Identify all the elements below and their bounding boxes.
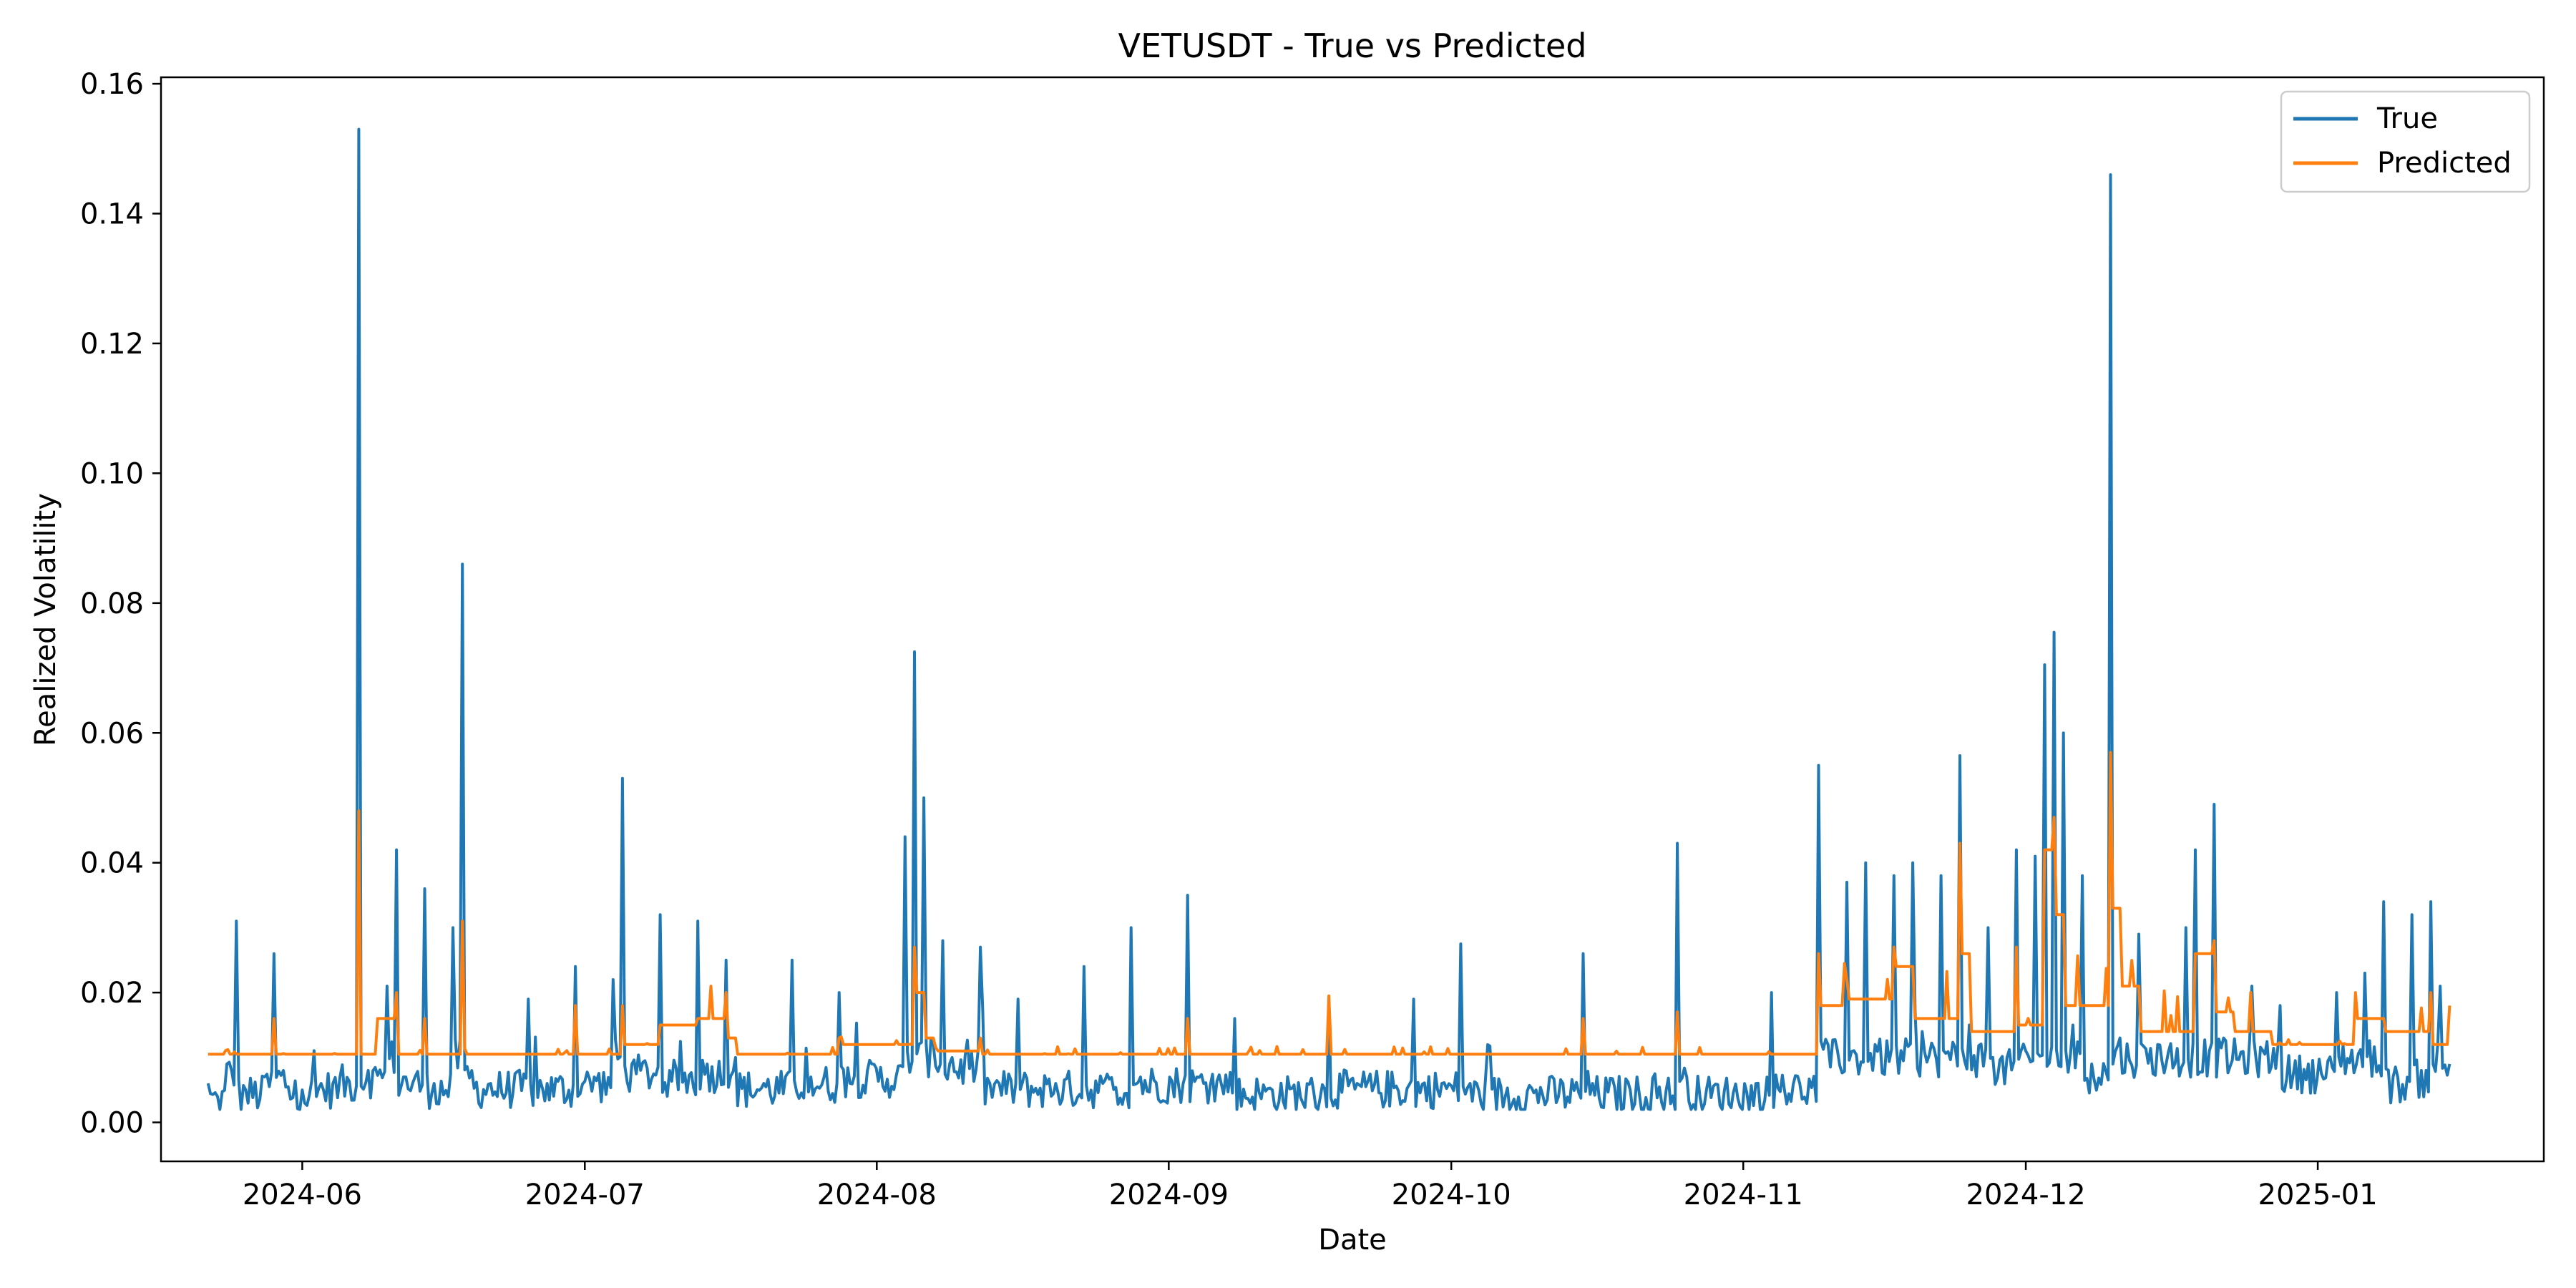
x-tick-label: 2024-10 xyxy=(1392,1179,1511,1211)
x-axis-ticks: 2024-06 2024-07 2024-08 2024-09 2024-10 2024-… xyxy=(243,1161,2378,1211)
legend-label-true: True xyxy=(2376,102,2438,135)
y-tick-label: 0.04 xyxy=(80,847,144,880)
y-tick-label: 0.10 xyxy=(80,457,144,490)
legend: True Predicted xyxy=(2280,90,2531,193)
x-tick-label: 2024-06 xyxy=(243,1179,362,1211)
chart-title: VETUSDT - True vs Predicted xyxy=(1118,26,1587,65)
plot-frame xyxy=(160,76,2545,1163)
y-tick-label: 0.02 xyxy=(80,977,144,1010)
x-tick-label: 2025-01 xyxy=(2258,1179,2378,1211)
x-axis-label: Date xyxy=(1318,1224,1387,1257)
y-tick-label: 0.00 xyxy=(80,1107,144,1140)
x-tick-label: 2024-09 xyxy=(1109,1179,1229,1211)
y-tick-label: 0.16 xyxy=(80,68,144,101)
x-tick-label: 2024-08 xyxy=(817,1179,937,1211)
y-tick-label: 0.06 xyxy=(80,717,144,750)
series-line-predicted xyxy=(208,751,2451,1056)
y-axis-ticks: 0.00 0.02 0.04 0.06 0.08 0.10 0.12 0.14 0.16 xyxy=(80,68,161,1140)
y-tick-label: 0.12 xyxy=(80,328,144,361)
x-tick-label: 2024-11 xyxy=(1684,1179,1803,1211)
legend-box xyxy=(2280,90,2531,193)
y-tick-label: 0.08 xyxy=(80,587,144,620)
x-tick-label: 2024-12 xyxy=(1966,1179,2086,1211)
x-tick-label: 2024-07 xyxy=(525,1179,645,1211)
y-tick-label: 0.14 xyxy=(80,198,144,231)
series-lines xyxy=(206,127,2451,1111)
legend-label-predicted: Predicted xyxy=(2377,147,2512,180)
y-axis-label: Realized Volatility xyxy=(29,493,62,746)
